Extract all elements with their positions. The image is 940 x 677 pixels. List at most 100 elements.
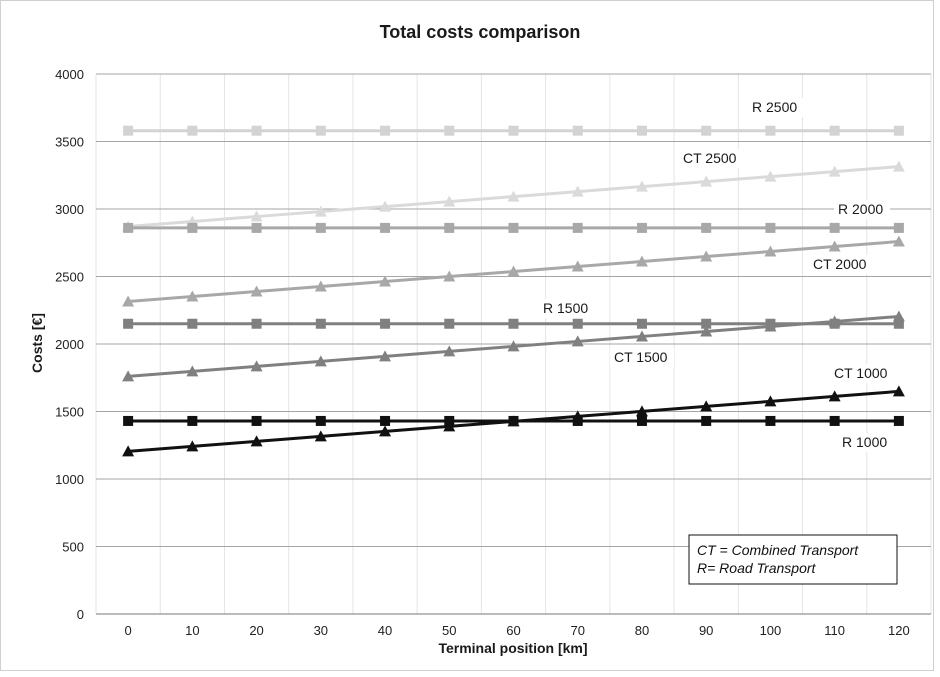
data-point-square — [187, 318, 198, 329]
y-tick-label: 3000 — [55, 202, 84, 217]
data-point-square — [636, 318, 647, 329]
data-point-square — [572, 125, 583, 136]
legend-border — [688, 534, 898, 585]
series-label-bg — [748, 98, 804, 117]
x-tick-label: 0 — [124, 623, 131, 638]
series-r-2500 — [123, 125, 904, 136]
data-point-square — [701, 318, 712, 329]
x-tick-label: 20 — [249, 623, 263, 638]
data-point-triangle — [379, 350, 392, 362]
data-point-triangle — [250, 285, 263, 297]
x-tick-label: 60 — [506, 623, 520, 638]
data-point-square — [829, 222, 840, 233]
data-point-triangle — [186, 440, 199, 452]
series-label: CT 2000 — [813, 256, 867, 272]
legend-box: CT = Combined Transport R= Road Transpor… — [688, 534, 898, 585]
series-label-bg — [539, 299, 595, 318]
data-point-triangle — [828, 390, 841, 402]
series-ct-1000 — [122, 385, 905, 457]
x-tick-label: 90 — [699, 623, 713, 638]
data-point-triangle — [250, 210, 263, 222]
series-label: CT 2500 — [683, 150, 737, 166]
data-point-triangle — [379, 275, 392, 287]
data-point-square — [893, 222, 904, 233]
data-point-square — [572, 222, 583, 233]
data-point-square — [251, 415, 262, 426]
data-point-triangle — [443, 345, 456, 357]
chart-title: Total costs comparison — [380, 22, 581, 42]
data-point-triangle — [507, 190, 520, 202]
series-label-bg — [834, 200, 890, 219]
data-point-triangle — [700, 400, 713, 412]
data-point-square — [765, 222, 776, 233]
data-point-triangle — [892, 235, 905, 247]
series-layer — [122, 125, 905, 457]
y-tick-label: 3500 — [55, 135, 84, 150]
data-point-triangle — [186, 290, 199, 302]
data-point-square — [765, 415, 776, 426]
y-tick-label: 0 — [77, 607, 84, 622]
data-point-square — [572, 318, 583, 329]
data-point-square — [444, 125, 455, 136]
x-tick-label: 40 — [378, 623, 392, 638]
series-label-bg — [838, 433, 894, 452]
series-ct-1500 — [122, 310, 905, 382]
data-point-square — [893, 415, 904, 426]
series-label: CT 1500 — [614, 349, 668, 365]
data-point-triangle — [764, 245, 777, 257]
data-point-square — [123, 318, 134, 329]
data-point-triangle — [314, 280, 327, 292]
data-point-square — [444, 222, 455, 233]
data-point-square — [123, 125, 134, 136]
data-point-square — [701, 125, 712, 136]
data-point-square — [444, 318, 455, 329]
data-point-triangle — [635, 405, 648, 417]
data-point-triangle — [122, 445, 135, 457]
series-label: CT 1000 — [834, 365, 888, 381]
data-point-square — [187, 415, 198, 426]
data-point-square — [508, 222, 519, 233]
data-point-triangle — [122, 370, 135, 382]
data-point-triangle — [314, 430, 327, 442]
data-point-triangle — [764, 170, 777, 182]
data-point-square — [508, 125, 519, 136]
data-point-triangle — [892, 160, 905, 172]
series-label: R 2500 — [752, 99, 797, 115]
series-label-bg — [830, 364, 894, 383]
y-axis-title: Costs [€] — [29, 313, 45, 373]
data-point-triangle — [635, 330, 648, 342]
data-point-square — [765, 125, 776, 136]
series-r-2000 — [123, 222, 904, 233]
data-point-triangle — [828, 165, 841, 177]
data-point-triangle — [443, 195, 456, 207]
data-point-square — [636, 125, 647, 136]
data-point-triangle — [314, 205, 327, 217]
data-point-square — [701, 222, 712, 233]
data-point-triangle — [828, 315, 841, 327]
series-label: R 2000 — [838, 201, 883, 217]
data-point-square — [123, 222, 134, 233]
y-tick-label: 500 — [62, 540, 84, 555]
y-tick-label: 2500 — [55, 270, 84, 285]
x-axis-title: Terminal position [km] — [438, 640, 587, 656]
data-point-square — [893, 125, 904, 136]
x-tick-label: 80 — [635, 623, 649, 638]
data-point-triangle — [571, 335, 584, 347]
data-point-triangle — [764, 320, 777, 332]
data-point-triangle — [507, 265, 520, 277]
data-point-square — [315, 318, 326, 329]
data-point-triangle — [571, 410, 584, 422]
data-point-triangle — [379, 200, 392, 212]
data-point-triangle — [700, 325, 713, 337]
x-tick-labels: 0 10 20 30 40 50 60 70 80 90 100 110 120 — [124, 623, 909, 638]
data-point-square — [380, 222, 391, 233]
series-ct-2000 — [122, 235, 905, 307]
data-point-triangle — [507, 415, 520, 427]
data-point-square — [380, 125, 391, 136]
data-point-triangle — [314, 355, 327, 367]
data-point-square — [123, 415, 134, 426]
data-point-square — [315, 415, 326, 426]
x-tick-label: 100 — [760, 623, 782, 638]
series-ct-2500 — [122, 160, 905, 232]
